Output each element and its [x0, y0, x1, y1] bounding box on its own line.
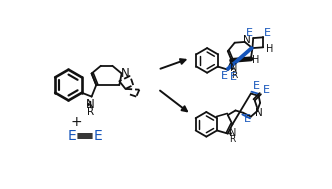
Text: E: E [263, 85, 270, 95]
Text: N: N [243, 35, 251, 45]
Text: R: R [231, 70, 237, 80]
Text: E: E [67, 129, 76, 143]
Text: N: N [86, 98, 94, 111]
Text: H: H [252, 55, 259, 65]
Text: R: R [229, 135, 235, 144]
Text: H: H [266, 44, 273, 54]
Text: E: E [93, 129, 102, 143]
Text: +: + [70, 115, 82, 129]
Text: E: E [246, 28, 253, 38]
Text: E: E [230, 72, 237, 82]
Text: N: N [121, 67, 130, 80]
Text: E: E [220, 71, 227, 81]
Text: N: N [256, 108, 263, 118]
Text: E: E [253, 81, 260, 91]
Text: N: N [229, 128, 236, 138]
Text: R: R [87, 107, 94, 117]
Text: E: E [244, 114, 251, 124]
Text: N: N [230, 63, 238, 73]
Text: E: E [264, 28, 271, 38]
